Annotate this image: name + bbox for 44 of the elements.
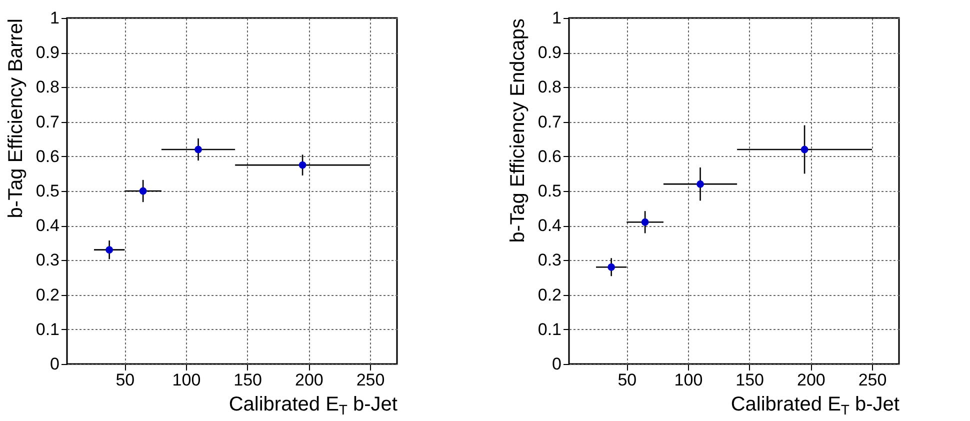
y-tick-label: 0.4 (36, 216, 60, 236)
y-tick-label: 0.3 (538, 250, 562, 270)
x-tick-label: 200 (796, 370, 826, 390)
point (800, 146, 808, 154)
x-tick-label: 100 (674, 370, 703, 390)
x-tick-label: 50 (618, 370, 637, 390)
y-tick-label: 0.3 (36, 250, 60, 270)
y-tick-label: 0.8 (538, 78, 562, 97)
point (696, 180, 704, 188)
y-tick-label: 0.2 (538, 285, 562, 304)
y-tick-label: 0.4 (538, 216, 562, 236)
y-tick-label: 0.6 (36, 146, 60, 166)
x-tick-label: 200 (294, 370, 324, 390)
y-tick-label: 0.9 (36, 43, 60, 62)
x-tick-label: 250 (858, 370, 887, 390)
y-tick-label: 0.6 (538, 146, 562, 166)
x-axis-title: Calibrated E$_{T}$ b-Jet (730, 394, 900, 417)
point (641, 218, 649, 226)
y-tick-label: 0.5 (538, 182, 562, 200)
y-tick-label: 1 (50, 8, 60, 28)
x-tick-label: 150 (234, 370, 262, 390)
y-tick-label: 0.8 (36, 78, 60, 97)
x-tick-label: 250 (356, 370, 385, 390)
y-tick-label: 0.1 (36, 320, 60, 339)
y-tick-label: 0.5 (36, 182, 60, 200)
y-tick-label: 0.9 (538, 43, 562, 62)
y-tick-label: 0.1 (538, 320, 562, 339)
point (139, 187, 147, 195)
point (298, 161, 306, 169)
y-tick-label: 0 (552, 354, 562, 374)
y-tick-label: 0 (50, 354, 60, 374)
y-tick-label: 0.7 (538, 112, 562, 132)
y-tick-label: 0.2 (36, 285, 60, 304)
point (608, 263, 616, 271)
y-tick-label: 1 (552, 8, 562, 28)
x-tick-label: 150 (736, 370, 764, 390)
point (194, 146, 202, 154)
x-tick-label: 50 (116, 370, 135, 390)
y-axis-title: b-Tag Efficiency Endcaps (506, 18, 529, 243)
x-tick-label: 100 (172, 370, 201, 390)
x-axis-title: Calibrated E$_{T}$ b-Jet (228, 394, 398, 417)
y-axis-title: b-Tag Efficiency Barrel (4, 18, 27, 218)
y-tick-label: 0.7 (36, 112, 60, 132)
point (106, 246, 114, 254)
